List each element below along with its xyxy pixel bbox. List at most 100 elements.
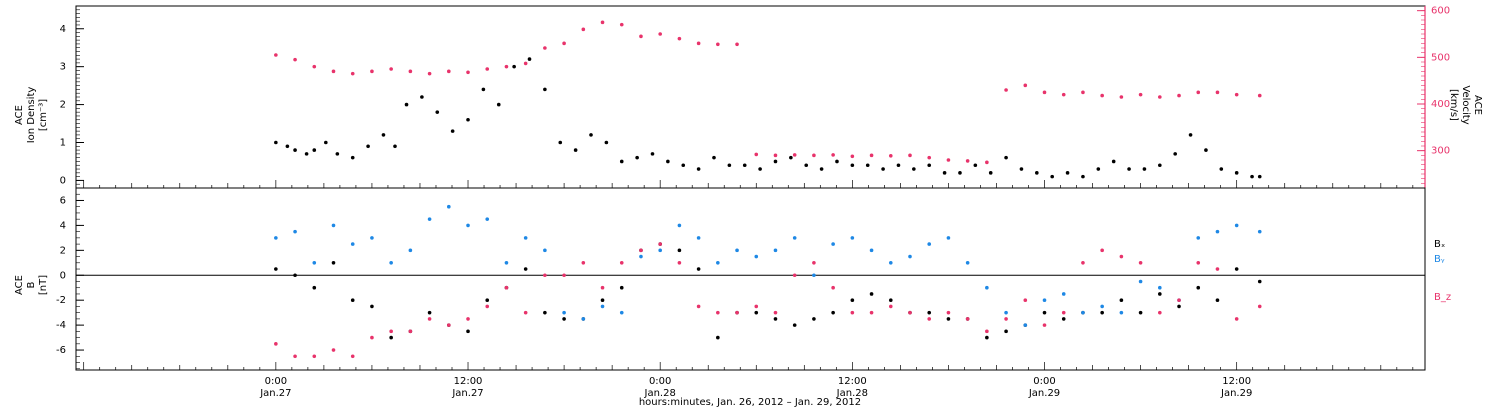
bx-point [562, 317, 566, 321]
bx-point [927, 310, 932, 315]
by-point [1061, 292, 1066, 296]
bz-point [293, 354, 297, 359]
x-axis-title: hours:minutes, Jan. 26, 2012 – Jan. 29, … [639, 397, 861, 408]
bx-point [1138, 310, 1143, 315]
field-ylabel-line3: [nT] [38, 275, 49, 295]
density-point [1035, 171, 1039, 175]
density-point [758, 167, 762, 171]
field-ylabel-line2: B [26, 281, 37, 288]
by-point [754, 254, 759, 259]
velocity-point [293, 57, 297, 62]
by-point [1138, 279, 1143, 284]
by-point [850, 236, 855, 240]
velocity-point [869, 153, 874, 158]
field-tick-label: 0 [60, 270, 66, 281]
velocity-point [274, 53, 278, 57]
density-point [1065, 171, 1070, 175]
density-point [988, 171, 993, 175]
density-point [466, 117, 470, 122]
by-point [639, 254, 643, 259]
field-tick-label: -6 [56, 345, 66, 356]
density-point [1173, 152, 1177, 156]
bz-point [1215, 267, 1220, 271]
density-point [1142, 167, 1147, 171]
bx-point [1158, 292, 1162, 296]
velocity-point [447, 69, 451, 74]
density-point [804, 163, 809, 168]
velocity-ylabel-line3: [km/s] [1448, 89, 1459, 121]
by-point [331, 223, 336, 228]
time-tick-label: 12:00 [454, 376, 483, 387]
velocity-point [485, 67, 490, 71]
bx-point [831, 310, 835, 315]
bz-point [1004, 317, 1008, 321]
bx-point [888, 298, 893, 302]
velocity-point [1196, 90, 1201, 95]
density-series [274, 57, 1262, 179]
bx-point [331, 260, 336, 265]
date-tick-label: Jan.29 [1220, 388, 1252, 399]
velocity-point [908, 153, 912, 158]
bz-point [331, 348, 336, 352]
bz-point [792, 273, 797, 278]
velocity-point [1023, 83, 1028, 88]
bz-point [1119, 254, 1124, 259]
density-point [1004, 155, 1008, 160]
bz-point [985, 329, 989, 334]
bz-point [716, 310, 720, 315]
density-point [481, 87, 486, 92]
by-point [293, 229, 297, 234]
bx-point [1177, 304, 1181, 309]
bz-point [562, 273, 566, 278]
time-tick-label: 0:00 [649, 376, 671, 387]
by-point [716, 260, 720, 265]
bx-point [543, 310, 547, 315]
bx-point [1004, 329, 1008, 334]
density-point [650, 152, 655, 156]
by-point [523, 236, 528, 240]
bz-point [350, 354, 355, 359]
by-point [504, 260, 509, 265]
bx-point [1100, 310, 1104, 315]
time-tick-label: 12:00 [838, 376, 867, 387]
density-point [1219, 167, 1224, 171]
velocity-point [927, 155, 932, 160]
date-tick-label: Jan.28 [836, 388, 868, 399]
density-point [1050, 174, 1054, 179]
bx-point [370, 304, 374, 309]
velocity-point [504, 64, 509, 69]
velocity-point [389, 67, 393, 71]
density-point [896, 163, 901, 168]
density-point [604, 140, 609, 145]
bx-point [485, 298, 490, 302]
density-point [324, 140, 328, 145]
velocity-point [1081, 90, 1085, 95]
bz-point [1061, 310, 1066, 315]
bz-point [658, 242, 662, 246]
density-point [527, 57, 532, 61]
by-point [696, 236, 701, 240]
density-point [1257, 174, 1262, 179]
density-point [512, 64, 516, 69]
density-point [496, 102, 501, 107]
density-point [712, 155, 716, 160]
by-point [812, 273, 816, 278]
by-point [1257, 229, 1262, 234]
density-point [435, 110, 440, 114]
velocity-point [581, 27, 586, 32]
density-tick-label: 0 [60, 175, 66, 186]
density-point [865, 163, 870, 168]
bz-point [773, 310, 778, 315]
density-point [912, 167, 916, 171]
bx-point [274, 267, 278, 271]
bx-point [1257, 279, 1262, 284]
by-series [274, 204, 1262, 327]
bz-series [274, 242, 1262, 359]
field-ylabel-line1: ACE [14, 275, 25, 295]
time-tick-label: 0:00 [1033, 376, 1055, 387]
by-point [600, 304, 605, 309]
bx-point [716, 335, 720, 340]
bx-point [869, 292, 874, 296]
legend-bz: B_z [1434, 292, 1451, 303]
density-point [635, 155, 639, 160]
